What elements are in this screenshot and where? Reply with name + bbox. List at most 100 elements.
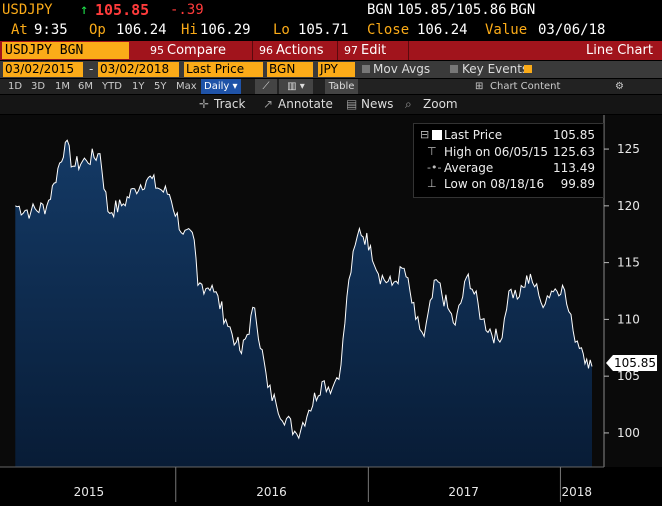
edit-number: 97 bbox=[344, 44, 358, 57]
menu-divider bbox=[252, 41, 253, 60]
end-date-field[interactable]: 03/02/2018 bbox=[98, 62, 179, 77]
currency-select[interactable]: JPY bbox=[318, 62, 355, 77]
menu-divider bbox=[408, 41, 409, 60]
actions-number: 96 bbox=[259, 44, 273, 57]
compare-number: 95 bbox=[150, 44, 164, 57]
menu-divider bbox=[337, 41, 338, 60]
legend-average-label: Average bbox=[444, 161, 494, 175]
period-3d[interactable]: 3D bbox=[31, 81, 46, 92]
source-label: BGN bbox=[367, 2, 393, 18]
chart-toolbar: ✛ Track ↗ Annotate ▤ News ⌕ Zoom bbox=[0, 95, 662, 114]
key-events-checkbox[interactable] bbox=[450, 65, 458, 73]
period-5y[interactable]: 5Y bbox=[154, 81, 167, 92]
collapse-icon[interactable]: ⊟ bbox=[420, 128, 430, 141]
function-title: Line Chart bbox=[586, 43, 653, 58]
value-label: Value bbox=[485, 22, 528, 38]
edit-menu[interactable]: 97 Edit bbox=[344, 41, 386, 60]
y-tick-label: 125 bbox=[617, 142, 640, 156]
x-axis-band bbox=[0, 467, 662, 502]
edit-label: Edit bbox=[361, 43, 387, 58]
period-bar: 1D 3D 1M 6M YTD 1Y 5Y Max Daily ▾ ⟋ ▥ ▾ … bbox=[0, 79, 662, 94]
x-tick-label: 2017 bbox=[448, 485, 479, 499]
x-tick-label: 2016 bbox=[256, 485, 287, 499]
frequency-label: Daily bbox=[204, 81, 230, 92]
open-label: Op bbox=[89, 22, 106, 38]
current-price-pointer bbox=[606, 355, 613, 371]
bid-ask: 105.85/105.86 bbox=[397, 2, 507, 18]
period-ytd[interactable]: YTD bbox=[102, 81, 122, 92]
high-label: Hi bbox=[181, 22, 198, 38]
source-select[interactable]: BGN bbox=[267, 62, 313, 77]
actions-label: Actions bbox=[276, 43, 324, 58]
high-value: 106.29 bbox=[200, 22, 251, 38]
legend-low-label: Low on 08/18/16 bbox=[444, 177, 545, 191]
at-label: At bbox=[11, 22, 28, 38]
legend-high-value: 125.63 bbox=[553, 145, 595, 159]
track-button[interactable]: Track bbox=[214, 97, 246, 111]
news-button[interactable]: News bbox=[361, 97, 394, 111]
table-button[interactable]: Table bbox=[325, 79, 358, 94]
close-label: Close bbox=[367, 22, 410, 38]
chart-legend: ⊟ Last Price 105.85 ⊤ High on 06/05/15 1… bbox=[413, 123, 604, 198]
average-marker-icon: -•- bbox=[427, 161, 442, 174]
period-1d[interactable]: 1D bbox=[8, 81, 23, 92]
x-tick-label: 2015 bbox=[74, 485, 105, 499]
period-max[interactable]: Max bbox=[176, 81, 197, 92]
key-events-label: Key Events bbox=[462, 62, 529, 76]
legend-high: ⊤ High on 06/05/15 125.63 bbox=[414, 144, 603, 160]
price-area-fill bbox=[15, 140, 593, 467]
start-date-field[interactable]: 03/02/2015 bbox=[3, 62, 83, 77]
compare-menu[interactable]: 95 Compare bbox=[150, 41, 226, 60]
price-field-select[interactable]: Last Price bbox=[184, 62, 263, 77]
frequency-select[interactable]: Daily ▾ bbox=[201, 79, 241, 94]
actions-menu[interactable]: 96 Actions bbox=[259, 41, 324, 60]
legend-last-label: Last Price bbox=[444, 128, 503, 142]
legend-high-label: High on 06/05/15 bbox=[444, 145, 549, 159]
news-icon: ▤ bbox=[346, 97, 358, 111]
period-1y[interactable]: 1Y bbox=[132, 81, 145, 92]
crosshair-icon: ✛ bbox=[199, 97, 210, 111]
zoom-button[interactable]: Zoom bbox=[423, 97, 458, 111]
source-label-2: BGN bbox=[510, 2, 536, 18]
security-ticker-field[interactable]: USDJPY BGN Curncy bbox=[2, 42, 129, 75]
legend-low: ⊥ Low on 08/18/16 99.89 bbox=[414, 176, 603, 192]
compare-label: Compare bbox=[167, 43, 226, 58]
legend-last-value: 105.85 bbox=[553, 128, 595, 142]
x-tick-label: 2018 bbox=[561, 485, 592, 499]
low-marker-icon: ⊥ bbox=[427, 177, 437, 190]
annotate-icon: ↗ bbox=[263, 97, 274, 111]
y-tick-label: 115 bbox=[617, 256, 640, 270]
legend-low-value: 99.89 bbox=[560, 177, 595, 191]
chart-type-icon[interactable]: ▥ ▾ bbox=[279, 79, 313, 94]
value-date: 03/06/18 bbox=[538, 22, 606, 38]
open-value: 106.24 bbox=[116, 22, 167, 38]
last-price-swatch bbox=[432, 130, 442, 140]
close-value: 106.24 bbox=[417, 22, 468, 38]
chart-content-button[interactable]: Chart Content bbox=[490, 81, 561, 92]
price-line bbox=[15, 139, 593, 440]
quote-time: 9:35 bbox=[34, 22, 68, 38]
period-1m[interactable]: 1M bbox=[55, 81, 70, 92]
date-dash: - bbox=[89, 62, 94, 76]
high-marker-icon: ⊤ bbox=[427, 145, 437, 158]
legend-average: -•- Average 113.49 bbox=[414, 160, 603, 176]
current-price-label: 105.85 bbox=[613, 355, 657, 371]
chart-content-icon[interactable]: ⊞ bbox=[475, 81, 484, 92]
y-tick-label: 120 bbox=[617, 199, 640, 213]
line-chart-icon[interactable]: ⟋ bbox=[255, 79, 277, 94]
quote-line-1: USDJPY ↑ 105.85 -.39 BGN 105.85/105.86 B… bbox=[0, 0, 662, 20]
mov-avgs-label: Mov Avgs bbox=[373, 62, 431, 76]
period-6m[interactable]: 6M bbox=[78, 81, 93, 92]
gear-icon[interactable]: ⚙ bbox=[615, 81, 624, 92]
net-change: -.39 bbox=[170, 2, 204, 18]
low-value: 105.71 bbox=[298, 22, 349, 38]
y-tick-label: 100 bbox=[617, 426, 640, 440]
y-tick-label: 110 bbox=[617, 312, 640, 326]
zoom-icon: ⌕ bbox=[405, 97, 412, 111]
key-events-toggle[interactable] bbox=[524, 65, 532, 73]
mov-avgs-checkbox[interactable] bbox=[362, 65, 370, 73]
up-arrow-icon: ↑ bbox=[80, 2, 89, 18]
security-symbol: USDJPY bbox=[2, 2, 53, 18]
annotate-button[interactable]: Annotate bbox=[278, 97, 333, 111]
